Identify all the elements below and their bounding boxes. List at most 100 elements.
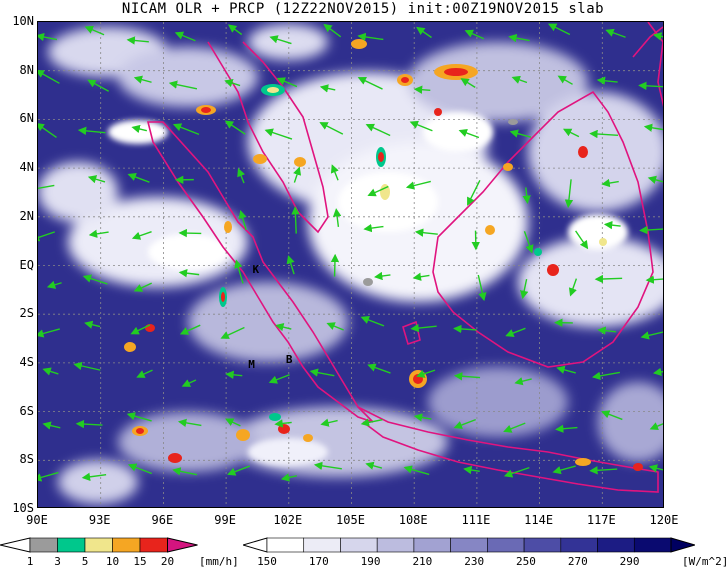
wind-arrow — [509, 129, 532, 138]
olr-colorbar-low-arrow — [243, 537, 268, 553]
wind-arrow — [367, 185, 389, 197]
precip-tick-label: 1 — [26, 555, 34, 568]
wind-arrow — [38, 69, 60, 84]
olr-tick-label: 150 — [257, 555, 277, 568]
wind-arrow — [653, 32, 663, 41]
longitude-label: 108E — [398, 513, 428, 527]
wind-arrow — [416, 369, 436, 378]
borneo-coastline — [432, 90, 654, 368]
wind-arrow — [126, 36, 149, 45]
wind-arrow — [227, 24, 243, 36]
longitude-label: 105E — [336, 513, 365, 527]
wind-arrow — [464, 29, 485, 40]
wind-arrow — [453, 324, 477, 334]
olr-colorbar-swatch — [597, 537, 635, 553]
wind-arrow — [168, 80, 198, 90]
wind-arrow — [319, 84, 336, 93]
olr-tick-label: 190 — [360, 555, 381, 568]
wind-arrow — [84, 25, 105, 36]
latitude-label: 10S — [12, 501, 34, 515]
precip-colorbar — [0, 537, 198, 553]
wind-arrow — [522, 187, 531, 204]
precip-tick-label: 5 — [81, 555, 89, 568]
wind-arrow — [374, 271, 391, 281]
wind-arrow — [177, 418, 202, 428]
wind-arrow — [174, 31, 196, 42]
wind-arrow — [645, 275, 663, 284]
wind-arrow — [453, 372, 481, 381]
wind-arrow — [638, 81, 663, 91]
precip-colorbar-low-arrow — [0, 537, 31, 553]
latitude-label: 10N — [12, 14, 34, 28]
wind-arrow — [555, 424, 578, 433]
olr-colorbar-swatch — [266, 537, 305, 553]
longitude-label: 114E — [524, 513, 554, 527]
wind-arrow — [75, 419, 103, 429]
wind-arrow — [562, 128, 580, 138]
olr-tick-label: 170 — [308, 555, 329, 568]
olr-unit: [W/m^2] — [682, 555, 726, 568]
olr-tick-label: 290 — [619, 555, 640, 568]
wind-arrow — [38, 328, 60, 338]
wind-arrow — [458, 129, 480, 139]
wind-arrow — [227, 465, 251, 476]
wind-arrow — [589, 466, 618, 475]
longitude-label: 99E — [214, 513, 236, 527]
precip-tick-label: 3 — [54, 555, 61, 568]
malay-peninsula-coastline — [207, 41, 329, 234]
wind-arrow — [514, 377, 532, 386]
latitude-label: 2S — [19, 306, 34, 321]
olr-colorbar-swatch — [487, 537, 525, 553]
wind-arrow — [133, 75, 152, 84]
wind-arrow — [130, 324, 151, 335]
precip-unit: [mm/h] — [199, 555, 239, 568]
wind-arrow — [477, 274, 487, 302]
page-title: NICAM OLR + PRCP (12Z22NOV2015) init:00Z… — [121, 1, 605, 17]
olr-colorbar-swatch — [340, 537, 378, 553]
wind-arrow — [38, 184, 55, 189]
wind-arrow — [136, 369, 153, 378]
wind-arrow — [605, 28, 626, 38]
wind-arrow — [131, 124, 147, 134]
wind-arrow — [220, 326, 245, 339]
wind-arrow — [647, 175, 663, 184]
wind-arrow — [87, 175, 106, 184]
wind-arrow — [179, 324, 201, 335]
wind-arrow — [88, 229, 109, 238]
east-island-coastline — [632, 26, 663, 58]
olr-colorbar-swatch — [303, 537, 341, 553]
wind-arrow — [264, 128, 293, 140]
olr-colorbar-high-arrow — [670, 537, 695, 553]
precip-colorbar-swatch — [57, 537, 86, 553]
wind-arrow — [652, 367, 663, 377]
latitude-label: 6N — [19, 111, 34, 126]
wind-arrow — [503, 466, 530, 478]
longitude-label: 117E — [586, 513, 616, 527]
wind-arrow — [557, 75, 573, 85]
olr-colorbar-swatch — [450, 537, 488, 553]
wind-arrow — [564, 179, 574, 209]
longitude-label: 96E — [151, 513, 174, 527]
map-panel — [37, 21, 664, 508]
wind-arrow — [38, 32, 58, 42]
wind-arrow — [275, 322, 292, 332]
wind-arrow — [330, 253, 340, 277]
precip-colorbar-swatch — [139, 537, 168, 553]
wind-arrow — [409, 120, 433, 132]
latitude-label: 6S — [19, 403, 34, 418]
wind-arrow — [84, 320, 101, 329]
olr-colorbar-swatch — [523, 537, 562, 553]
wind-arrow — [286, 255, 295, 275]
wind-arrow — [467, 179, 481, 206]
wind-arrow — [508, 33, 530, 43]
wind-arrow — [172, 123, 200, 136]
olr-tick-label: 210 — [412, 555, 433, 568]
longitude-label: 90E — [26, 513, 48, 527]
wind-arrow — [589, 129, 619, 139]
wind-arrow — [268, 374, 290, 384]
wind-arrow — [234, 259, 244, 284]
olr-tick-label: 230 — [464, 555, 485, 568]
olr-colorbar-swatch — [376, 537, 415, 553]
wind-arrow — [357, 32, 384, 42]
place-label: M — [248, 358, 255, 372]
